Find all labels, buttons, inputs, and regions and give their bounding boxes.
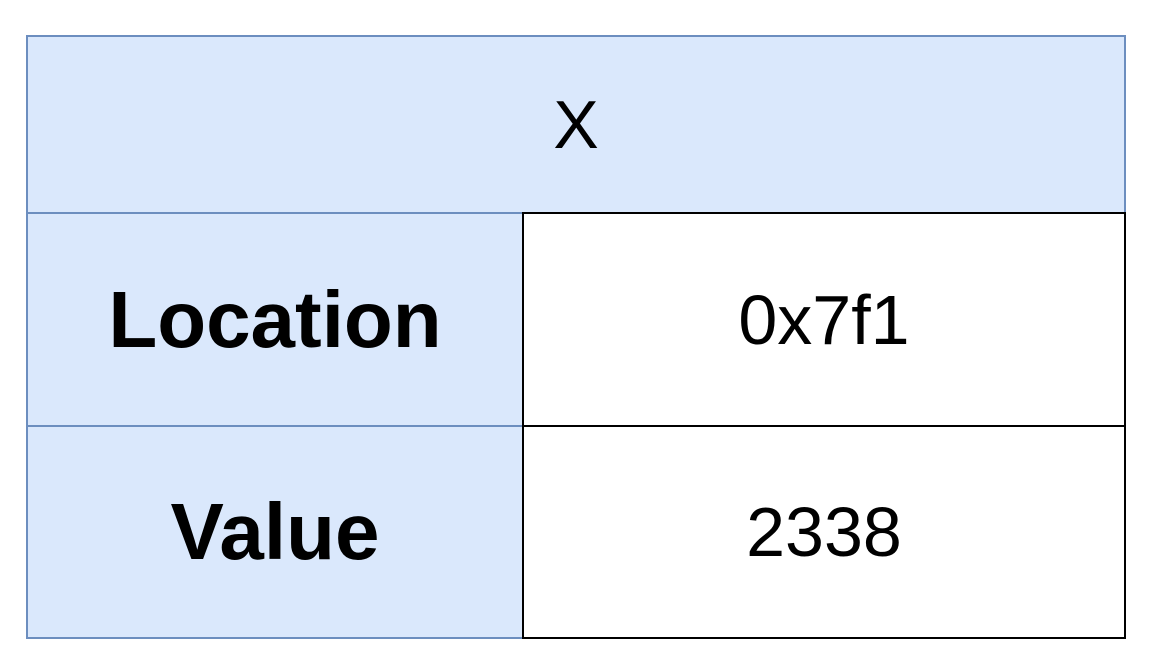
- variable-box: X Location 0x7f1 Value 2338: [26, 35, 1126, 639]
- value-label: Value: [26, 425, 524, 639]
- value-value: 2338: [522, 425, 1126, 639]
- location-value: 0x7f1: [522, 212, 1126, 427]
- location-label: Location: [26, 212, 524, 427]
- variable-name: X: [26, 35, 1126, 214]
